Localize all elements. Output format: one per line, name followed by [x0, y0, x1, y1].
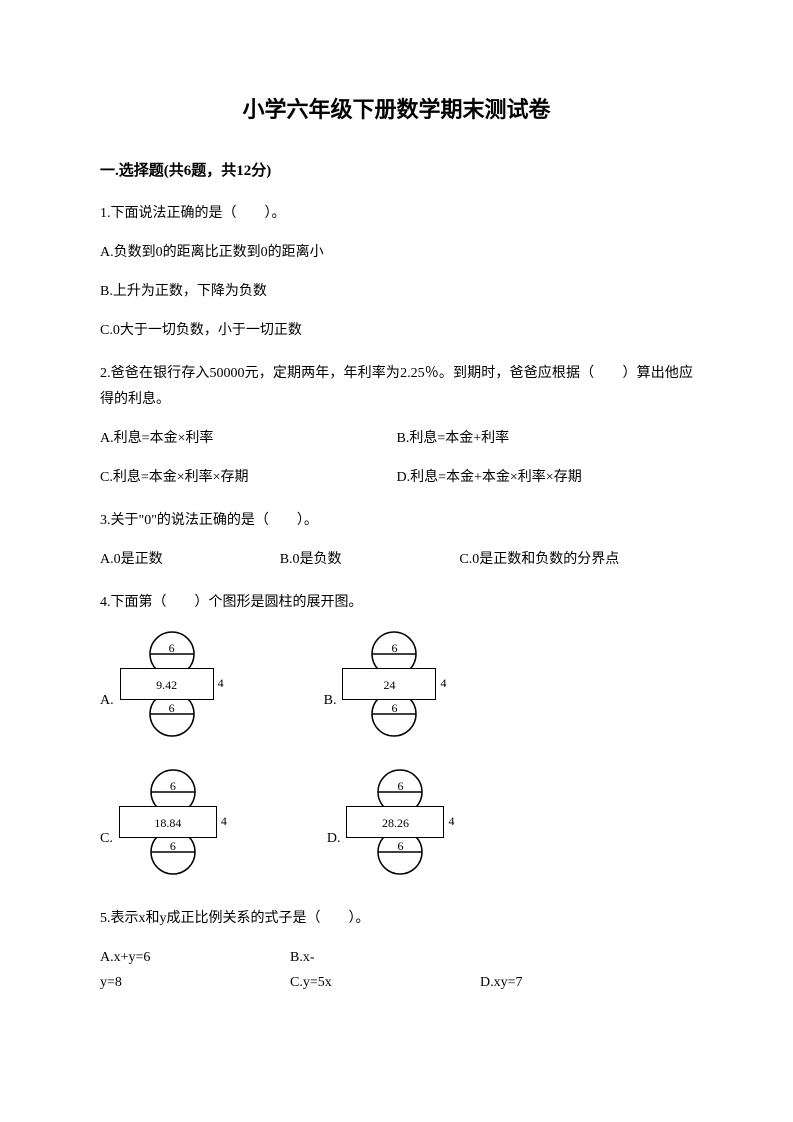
- q5-option-b-part1: B.x-: [290, 945, 315, 970]
- cylinder-figure: C. 6 18.84 4 6: [100, 768, 227, 876]
- q2-text: 2.爸爸在银行存入50000元，定期两年，年利率为2.25％。到期时，爸爸应根据…: [100, 361, 693, 411]
- page-title: 小学六年级下册数学期末测试卷: [100, 90, 693, 130]
- figure-option-label: C.: [100, 826, 113, 875]
- q1-option-a: A.负数到0的距离比正数到0的距离小: [100, 240, 693, 265]
- question-3: 3.关于"0"的说法正确的是（ ）。 A.0是正数 B.0是负数 C.0是正数和…: [100, 508, 693, 572]
- figure-option-label: B.: [324, 688, 337, 737]
- q1-option-c: C.0大于一切负数，小于一切正数: [100, 318, 693, 343]
- q2-option-a: A.利息=本金×利率: [100, 426, 397, 451]
- q2-option-c: C.利息=本金×利率×存期: [100, 465, 397, 490]
- q5-option-c: C.y=5x: [290, 970, 480, 995]
- q4-figures-row-1: A. 6 9.42 4 6 B. 6: [100, 630, 693, 738]
- q1-option-b: B.上升为正数，下降为负数: [100, 279, 693, 304]
- figure-option-label: D.: [327, 826, 341, 875]
- q5-option-b-part2: y=8: [100, 970, 290, 995]
- q3-option-c: C.0是正数和负数的分界点: [459, 547, 693, 572]
- question-5: 5.表示x和y成正比例关系的式子是（ ）。 A.x+y=6 B.x- y=8 C…: [100, 906, 693, 996]
- q1-text: 1.下面说法正确的是（ ）。: [100, 201, 693, 226]
- q5-option-a: A.x+y=6: [100, 945, 290, 970]
- q5-text: 5.表示x和y成正比例关系的式子是（ ）。: [100, 906, 693, 931]
- q2-option-d: D.利息=本金+本金×利率×存期: [397, 465, 694, 490]
- q2-option-b: B.利息=本金+利率: [397, 426, 694, 451]
- q4-figures-row-2: C. 6 18.84 4 6 D. 6: [100, 768, 693, 876]
- cylinder-figure: A. 6 9.42 4 6: [100, 630, 224, 738]
- question-1: 1.下面说法正确的是（ ）。 A.负数到0的距离比正数到0的距离小 B.上升为正…: [100, 201, 693, 344]
- q5-option-d: D.xy=7: [480, 970, 523, 995]
- question-2: 2.爸爸在银行存入50000元，定期两年，年利率为2.25％。到期时，爸爸应根据…: [100, 361, 693, 490]
- q3-option-b: B.0是负数: [280, 547, 460, 572]
- cylinder-figure: D. 6 28.26 4 6: [327, 768, 455, 876]
- q3-text: 3.关于"0"的说法正确的是（ ）。: [100, 508, 693, 533]
- cylinder-figure: B. 6 24 4 6: [324, 630, 447, 738]
- q4-text: 4.下面第（ ）个图形是圆柱的展开图。: [100, 590, 693, 615]
- question-4: 4.下面第（ ）个图形是圆柱的展开图。 A. 6 9.42 4 6 B.: [100, 590, 693, 875]
- figure-option-label: A.: [100, 688, 114, 737]
- q3-option-a: A.0是正数: [100, 547, 280, 572]
- section-header-1: 一.选择题(共6题，共12分): [100, 158, 693, 185]
